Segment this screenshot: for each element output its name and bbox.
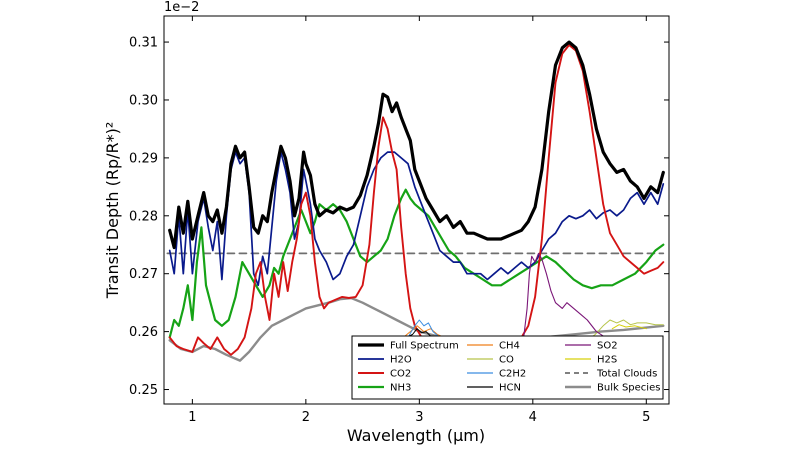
- series-line-h2s: [611, 324, 647, 330]
- series-line-so2: [523, 252, 616, 341]
- y-tick-label: 0.30: [129, 93, 158, 108]
- legend-label-nh3: NH3: [390, 383, 411, 394]
- legend-label-h2o: H2O: [390, 355, 412, 366]
- y-tick-label: 0.29: [129, 151, 158, 166]
- legend-label-hcn: HCN: [499, 383, 521, 394]
- legend-label-so2: SO2: [597, 341, 618, 352]
- y-tick-label: 0.28: [129, 209, 158, 224]
- y-axis-label: Transit Depth (Rp/R*)²: [103, 122, 122, 300]
- series-line-nh3: [168, 188, 665, 339]
- legend-box: [351, 335, 664, 400]
- y-tick-label: 0.27: [129, 267, 158, 282]
- legend-label-co: CO: [499, 355, 514, 366]
- legend-label-ch4: CH4: [499, 341, 520, 352]
- series-line-full-spectrum: [168, 40, 665, 250]
- y-tick-label: 0.31: [129, 36, 158, 51]
- y-multiplier-label: 1e−2: [164, 0, 199, 15]
- legend-label-co2: CO2: [390, 369, 411, 380]
- legend-label-full-spectrum: Full Spectrum: [390, 341, 459, 352]
- legend: Full Spectrum H2O CO2 NH3 CH4 CO C2H2 HCN SO2 H2S…: [351, 335, 664, 400]
- x-axis-label: Wavelength (μm): [347, 426, 485, 445]
- x-tick-label: 4: [529, 410, 537, 425]
- legend-label-h2s: H2S: [597, 355, 617, 366]
- legend-label-total-clouds: Total Clouds: [596, 369, 657, 380]
- x-tick-label: 2: [302, 410, 310, 425]
- x-tick-label: 1: [188, 410, 196, 425]
- plot-frame: [163, 15, 670, 405]
- legend-label-c2h2: C2H2: [499, 369, 526, 380]
- x-tick-label: 3: [415, 410, 423, 425]
- y-tick-label: 0.25: [129, 383, 158, 398]
- y-tick-label: 0.26: [129, 325, 158, 340]
- legend-label-bulk-species: Bulk Species: [597, 383, 660, 394]
- x-tick-label: 5: [642, 410, 650, 425]
